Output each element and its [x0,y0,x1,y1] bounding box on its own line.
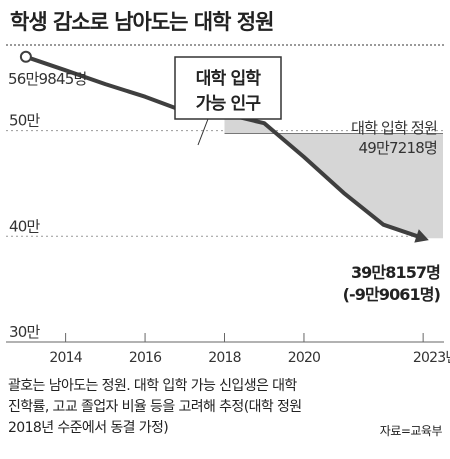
population-callout-box [174,56,282,120]
callout-leader [197,118,209,146]
caption-line: 진학률, 고교 졸업자 비율 등을 고려해 추정(대학 정원 [8,399,302,415]
line-chart: 30만 40만 50만 2014 2016 2018 2020 2023년 56만9845명… [6,50,450,366]
source-note: 자료=교육부 [379,424,443,438]
start-point [19,50,32,63]
chart-title: 학생 감소로 남아도는 대학 정원 [10,10,274,34]
x-tick-label: 2020 [288,350,320,366]
population-label: 가능 인구 [196,94,262,114]
surplus-label: (-9만9061명) [343,285,440,304]
capacity-label: 대학 입학 정원 [351,119,437,137]
capacity-value-label: 49만7218명 [359,139,437,157]
population-label: 대학 입학 [196,69,262,89]
x-axis [6,333,444,343]
arrow-head [414,229,429,243]
title-divider [6,44,444,46]
start-value-label: 56만9845명 [8,70,86,88]
end-value-label: 39만8157명 [351,263,440,282]
caption-line: 2018년 수준에서 동결 가정) [8,420,169,436]
surplus-capacity-area [224,113,443,239]
caption-line: 괄호는 남아도는 정원. 대학 입학 가능 신입생은 대학 [8,378,297,394]
x-tick-label: 2023년 [413,350,450,366]
y-tick-label: 30만 [9,323,40,341]
x-tick-label: 2018 [208,350,240,366]
x-tick-labels: 2014 2016 2018 2020 2023년 [49,350,450,366]
y-tick-label: 50만 [9,112,40,130]
y-tick-labels: 30만 40만 50만 [9,112,41,341]
x-tick-label: 2014 [49,350,82,366]
caption: 괄호는 남아도는 정원. 대학 입학 가능 신입생은 대학 진학률, 고교 졸업… [8,376,444,439]
x-tick-label: 2016 [129,350,162,366]
y-tick-label: 40만 [9,217,40,235]
